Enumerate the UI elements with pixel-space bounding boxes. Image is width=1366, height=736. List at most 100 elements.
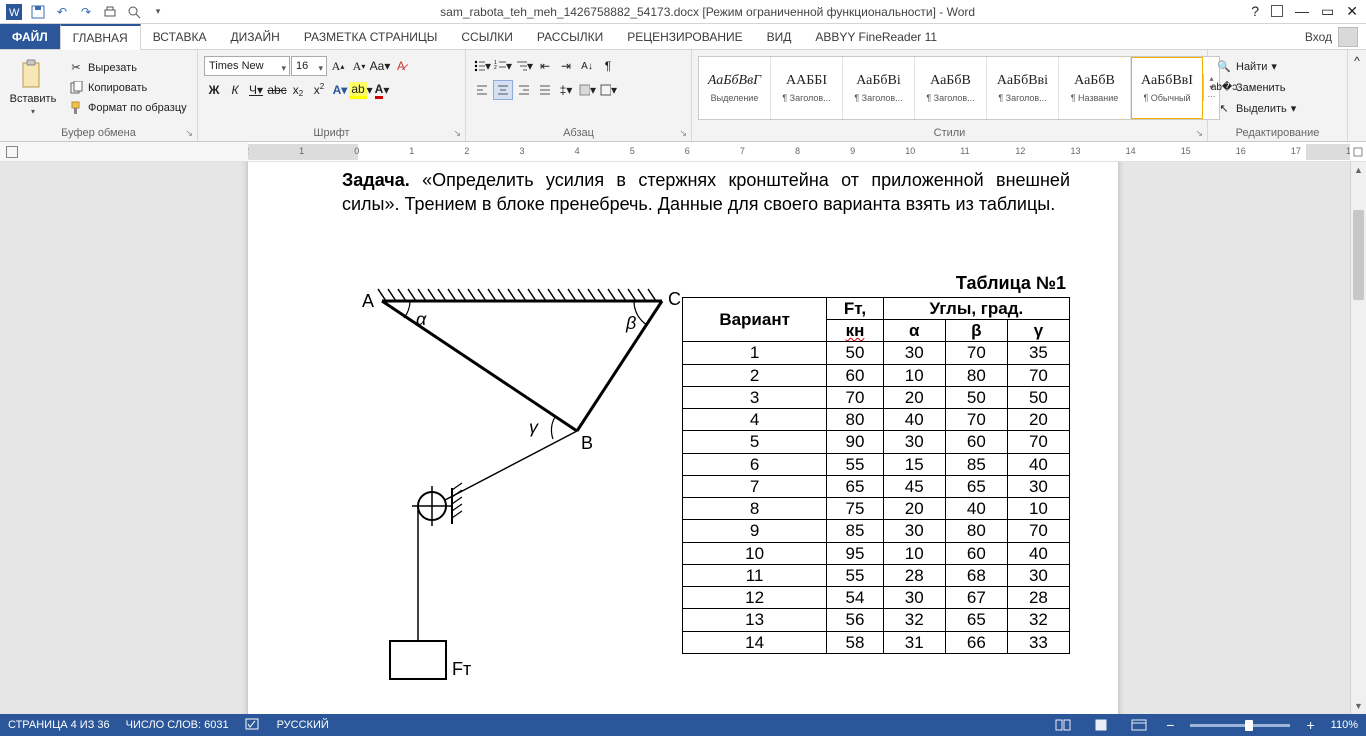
- tab-рецензирование[interactable]: РЕЦЕНЗИРОВАНИЕ: [615, 24, 754, 49]
- minimize-icon[interactable]: —: [1295, 3, 1309, 20]
- justify-button[interactable]: [535, 80, 555, 100]
- borders-button[interactable]: ▾: [598, 80, 618, 100]
- change-case-button[interactable]: Aa▾: [370, 56, 390, 76]
- collapse-ribbon-button[interactable]: ^: [1348, 50, 1366, 141]
- table-cell: 28: [883, 564, 945, 586]
- underline-button[interactable]: Ч▾: [246, 80, 266, 100]
- shading-button[interactable]: ▾: [577, 80, 597, 100]
- italic-button[interactable]: К: [225, 80, 245, 100]
- tab-abbyy-finereader-11[interactable]: ABBYY FineReader 11: [803, 24, 949, 49]
- tab-file[interactable]: ФАЙЛ: [0, 24, 60, 49]
- shrink-font-button[interactable]: A▾: [349, 56, 369, 76]
- highlight-button[interactable]: ab▾: [351, 80, 371, 100]
- status-words[interactable]: ЧИСЛО СЛОВ: 6031: [126, 719, 229, 731]
- table-cell: 60: [945, 542, 1007, 564]
- font-dialog-icon[interactable]: ↘: [453, 128, 461, 139]
- style-name: ¶ Название: [1071, 93, 1119, 103]
- document-content[interactable]: Задача. «Определить усилия в стержнях кр…: [342, 168, 1070, 697]
- find-button[interactable]: 🔍Найти ▾: [1214, 58, 1298, 76]
- tab-ссылки[interactable]: ССЫЛКИ: [449, 24, 524, 49]
- style-item[interactable]: АаБбВ¶ Название: [1059, 57, 1131, 119]
- clipboard-dialog-icon[interactable]: ↘: [185, 128, 193, 139]
- ribbon-display-icon[interactable]: [1271, 5, 1283, 17]
- style-item[interactable]: АаБбВвГВыделение: [699, 57, 771, 119]
- paragraph-dialog-icon[interactable]: ↘: [679, 128, 687, 139]
- view-read-button[interactable]: [1052, 716, 1074, 734]
- tab-дизайн[interactable]: ДИЗАЙН: [219, 24, 292, 49]
- scroll-down-icon[interactable]: ▼: [1351, 698, 1366, 714]
- close-icon[interactable]: ✕: [1346, 3, 1358, 20]
- tab-вид[interactable]: ВИД: [755, 24, 804, 49]
- style-item[interactable]: АаБбВ¶ Заголов...: [915, 57, 987, 119]
- tab-разметка-страницы[interactable]: РАЗМЕТКА СТРАНИЦЫ: [292, 24, 450, 49]
- sign-in[interactable]: Вход: [1297, 24, 1366, 49]
- align-left-button[interactable]: [472, 80, 492, 100]
- grow-font-button[interactable]: A▴: [328, 56, 348, 76]
- font-name-combo[interactable]: Times New R: [204, 56, 290, 76]
- numbering-button[interactable]: 12▾: [493, 56, 513, 76]
- decrease-indent-button[interactable]: ⇤: [535, 56, 555, 76]
- zoom-out-button[interactable]: −: [1166, 717, 1174, 733]
- status-page[interactable]: СТРАНИЦА 4 ИЗ 36: [8, 719, 110, 731]
- bold-button[interactable]: Ж: [204, 80, 224, 100]
- tab-рассылки[interactable]: РАССЫЛКИ: [525, 24, 615, 49]
- subscript-button[interactable]: x2: [288, 80, 308, 100]
- tab-главная[interactable]: ГЛАВНАЯ: [60, 24, 141, 50]
- undo-icon[interactable]: ↶: [54, 4, 70, 20]
- align-right-button[interactable]: [514, 80, 534, 100]
- superscript-button[interactable]: x2: [309, 80, 329, 100]
- status-proofing-icon[interactable]: [245, 717, 261, 734]
- horizontal-ruler[interactable]: 210123456789101112131415161718: [248, 144, 1350, 160]
- table-cell: 54: [827, 587, 883, 609]
- print-preview-icon[interactable]: [126, 4, 142, 20]
- style-item[interactable]: АаБбВвІ¶ Обычный: [1131, 57, 1203, 119]
- styles-dialog-icon[interactable]: ↘: [1195, 128, 1203, 139]
- cut-button[interactable]: ✂Вырезать: [66, 59, 189, 77]
- vertical-scrollbar[interactable]: ▲ ▼: [1350, 162, 1366, 714]
- zoom-in-button[interactable]: +: [1306, 717, 1314, 733]
- table-cell: 20: [883, 498, 945, 520]
- table-cell: 70: [827, 386, 883, 408]
- style-item[interactable]: АаБбВві¶ Заголов...: [987, 57, 1059, 119]
- qat-more-icon[interactable]: ▾: [150, 4, 166, 20]
- maximize-icon[interactable]: ▭: [1321, 3, 1334, 20]
- format-painter-button[interactable]: Формат по образцу: [66, 99, 189, 117]
- redo-icon[interactable]: ↷: [78, 4, 94, 20]
- scroll-thumb[interactable]: [1353, 210, 1364, 300]
- zoom-slider[interactable]: [1190, 724, 1290, 727]
- styles-gallery[interactable]: АаБбВвГВыделениеААББІ¶ Заголов...АаБбВі¶…: [698, 56, 1220, 120]
- style-item[interactable]: АаБбВі¶ Заголов...: [843, 57, 915, 119]
- paste-button[interactable]: Вставить ▾: [6, 55, 60, 121]
- table-cell: 32: [1007, 609, 1069, 631]
- bullets-button[interactable]: ▾: [472, 56, 492, 76]
- copy-button[interactable]: Копировать: [66, 79, 189, 97]
- style-item[interactable]: ААББІ¶ Заголов...: [771, 57, 843, 119]
- quick-access-toolbar: W ↶ ↷ ▾: [0, 4, 172, 20]
- strikethrough-button[interactable]: abc: [267, 80, 287, 100]
- tab-selector-icon[interactable]: [6, 146, 18, 158]
- view-web-button[interactable]: [1128, 716, 1150, 734]
- increase-indent-button[interactable]: ⇥: [556, 56, 576, 76]
- tab-вставка[interactable]: ВСТАВКА: [141, 24, 219, 49]
- sort-button[interactable]: A↓: [577, 56, 597, 76]
- line-spacing-button[interactable]: ‡▾: [556, 80, 576, 100]
- zoom-thumb[interactable]: [1245, 720, 1253, 731]
- show-marks-button[interactable]: ¶: [598, 56, 618, 76]
- font-size-combo[interactable]: 16: [291, 56, 327, 76]
- select-button[interactable]: ↖Выделить ▾: [1214, 100, 1298, 118]
- help-icon[interactable]: ?: [1251, 3, 1259, 20]
- zoom-level[interactable]: 110%: [1331, 719, 1358, 731]
- ruler-toggle-button[interactable]: [1350, 147, 1366, 157]
- save-icon[interactable]: [30, 4, 46, 20]
- replace-button[interactable]: ab�ↄЗаменить: [1214, 79, 1298, 97]
- align-center-button[interactable]: [493, 80, 513, 100]
- text-effects-button[interactable]: A▾: [330, 80, 350, 100]
- scroll-up-icon[interactable]: ▲: [1351, 162, 1366, 178]
- view-print-button[interactable]: [1090, 716, 1112, 734]
- multilevel-button[interactable]: ▾: [514, 56, 534, 76]
- font-color-button[interactable]: A▾: [372, 80, 392, 100]
- quick-print-icon[interactable]: [102, 4, 118, 20]
- clear-formatting-button[interactable]: A̷: [391, 56, 411, 76]
- problem-paragraph: Задача. «Определить усилия в стержнях кр…: [342, 168, 1070, 217]
- status-language[interactable]: РУССКИЙ: [277, 719, 329, 731]
